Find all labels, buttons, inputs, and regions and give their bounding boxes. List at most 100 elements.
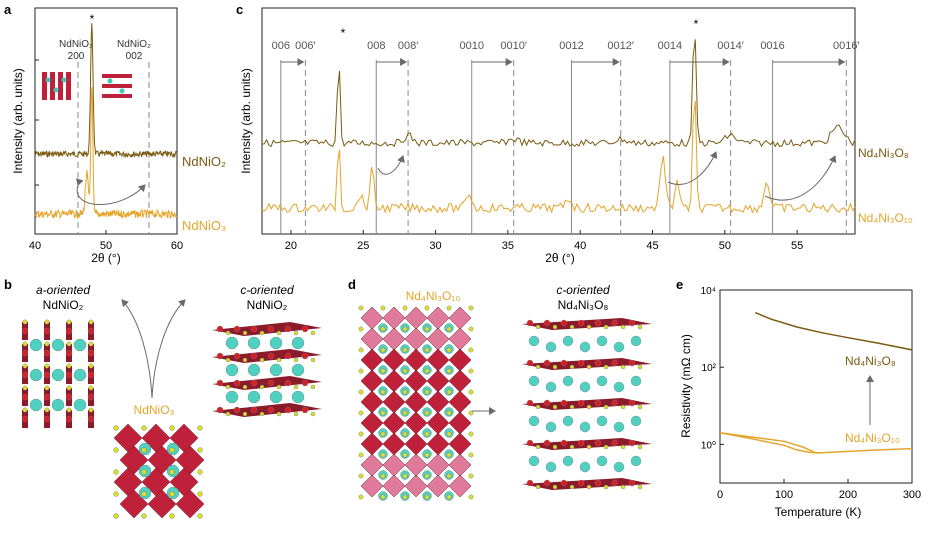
oxygen-atom bbox=[446, 473, 452, 479]
nickel-atom bbox=[267, 379, 275, 387]
oxygen-atom bbox=[225, 330, 231, 336]
oxygen-atom bbox=[293, 411, 299, 417]
ref-label-006-prime: 006′ bbox=[295, 40, 315, 52]
nd-atom bbox=[545, 421, 557, 433]
nickel-atom bbox=[301, 406, 309, 414]
nickel-atom bbox=[560, 479, 568, 487]
nd-atom bbox=[613, 381, 625, 393]
structure-c-oriented-nd4ni3o8 bbox=[522, 318, 652, 490]
oxygen-atom bbox=[402, 389, 408, 395]
panel-c-reference-lines: 006 006′ 008 008′ 0010 0010′ 0012 0012′ 0014 0014… bbox=[272, 40, 860, 234]
oxygen-atom bbox=[293, 357, 299, 363]
nio6-octahedron bbox=[426, 474, 450, 498]
oxygen-atom bbox=[276, 330, 282, 336]
nio6-octahedron bbox=[360, 474, 384, 498]
e-xtick-label: 300 bbox=[903, 489, 921, 501]
nickel-atom bbox=[526, 439, 534, 447]
oxygen-atom bbox=[169, 425, 175, 431]
oxygen-atom bbox=[569, 484, 575, 490]
nd-atom bbox=[29, 368, 43, 382]
nickel-atom bbox=[267, 325, 275, 333]
oxygen-atom bbox=[380, 431, 386, 437]
nickel-atom bbox=[577, 359, 585, 367]
series-resistivity-nd4ni3o10-cooling bbox=[719, 432, 913, 454]
b-left-title-2: NdNiO₂ bbox=[43, 298, 84, 312]
nd-atom bbox=[562, 415, 574, 427]
oxygen-atom bbox=[569, 444, 575, 450]
oxygen-atom bbox=[603, 484, 609, 490]
nio6-octahedron bbox=[382, 474, 406, 498]
nickel-atom bbox=[284, 379, 292, 387]
oxygen-atom bbox=[358, 431, 364, 437]
nd-atom bbox=[596, 335, 608, 347]
panel-a-xlabel: 2θ (°) bbox=[91, 251, 120, 265]
nickel-atom bbox=[628, 399, 636, 407]
oxygen-atom bbox=[276, 357, 282, 363]
nickel-atom bbox=[594, 479, 602, 487]
e-ytick-label: 10² bbox=[702, 363, 717, 374]
label-ndnio2: NdNiO₂ bbox=[182, 154, 226, 169]
panel-e-frame bbox=[719, 289, 913, 484]
nd-atom bbox=[225, 390, 239, 404]
oxygen-atom bbox=[586, 364, 592, 370]
label-ndnio3: NdNiO₃ bbox=[182, 218, 226, 233]
oxygen-atom bbox=[468, 473, 474, 479]
nickel-atom bbox=[65, 327, 73, 335]
label-nd4ni3o10: Nd₄Ni₃O₁₀ bbox=[858, 211, 913, 225]
oxygen-atom bbox=[380, 368, 386, 374]
nd-atom bbox=[291, 336, 305, 350]
c-xtick-label: 25 bbox=[357, 240, 369, 252]
oxygen-atom bbox=[141, 491, 147, 497]
series-resistivity-nd4ni3o8 bbox=[754, 311, 913, 351]
oxygen-atom bbox=[424, 431, 430, 437]
ref-label-0016: 0016 bbox=[760, 40, 784, 52]
nio-plane bbox=[212, 322, 322, 336]
b-center-label: NdNiO₃ bbox=[134, 403, 175, 417]
nd-atom bbox=[596, 455, 608, 467]
oxygen-atom bbox=[535, 484, 541, 490]
nickel-atom bbox=[594, 439, 602, 447]
c-xtick-label: 30 bbox=[429, 240, 441, 252]
ref2-hkl: 002 bbox=[126, 51, 143, 62]
nickel-atom bbox=[65, 393, 73, 401]
oxygen-atom bbox=[310, 384, 316, 390]
oxygen-atom bbox=[242, 330, 248, 336]
oxygen-atom bbox=[468, 389, 474, 395]
nickel-atom bbox=[233, 379, 241, 387]
nio6-octahedron bbox=[404, 474, 428, 498]
oxygen-atom bbox=[113, 469, 119, 475]
nickel-atom bbox=[577, 399, 585, 407]
panel-e-letter: e bbox=[676, 277, 683, 292]
nickel-atom bbox=[87, 327, 95, 335]
ref-label-008: 008 bbox=[367, 40, 385, 52]
oxygen-atom bbox=[197, 447, 203, 453]
oxygen-atom bbox=[424, 494, 430, 500]
oxygen-atom bbox=[637, 364, 643, 370]
nd-atom bbox=[579, 421, 591, 433]
nickel-atom bbox=[250, 325, 258, 333]
nd-atom bbox=[562, 375, 574, 387]
nickel-atom bbox=[21, 371, 29, 379]
structure-a-oriented-ndnio2 bbox=[21, 319, 95, 428]
oxygen-atom bbox=[259, 330, 265, 336]
nd-atom bbox=[73, 398, 87, 412]
oxygen-atom bbox=[603, 324, 609, 330]
nickel-atom bbox=[65, 415, 73, 423]
panel-c-frame bbox=[261, 7, 856, 235]
nd-atom bbox=[579, 341, 591, 353]
oxygen-atom bbox=[44, 385, 50, 391]
ref1-hkl: 200 bbox=[68, 51, 85, 62]
nickel-atom bbox=[560, 439, 568, 447]
oxygen-atom bbox=[535, 404, 541, 410]
oxygen-atom bbox=[446, 326, 452, 332]
oxygen-atom bbox=[603, 364, 609, 370]
nd-atom bbox=[51, 338, 65, 352]
nd-atom bbox=[29, 338, 43, 352]
oxygen-atom bbox=[113, 491, 119, 497]
nickel-atom bbox=[284, 325, 292, 333]
nickel-atom bbox=[577, 439, 585, 447]
nickel-atom bbox=[250, 406, 258, 414]
nickel-atom bbox=[594, 319, 602, 327]
panel-b-letter: b bbox=[4, 277, 12, 292]
nd-atom bbox=[73, 368, 87, 382]
